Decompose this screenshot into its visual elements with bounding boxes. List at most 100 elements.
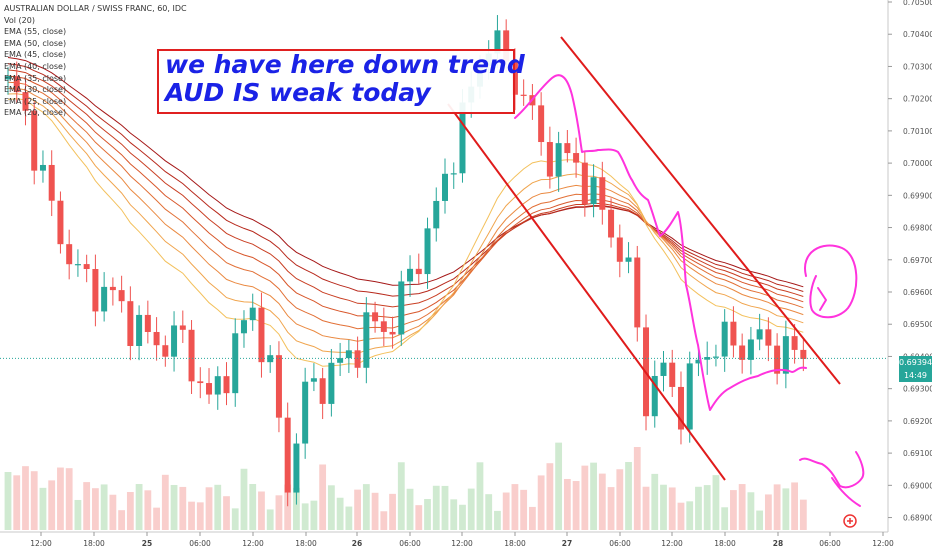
- x-tick-label: 18:00: [295, 539, 317, 548]
- volume-bar: [275, 495, 283, 530]
- volume-bar: [188, 501, 195, 530]
- x-tick-label: 12:00: [661, 539, 683, 548]
- legend-item: EMA (55, close): [4, 27, 67, 37]
- candle-body: [774, 345, 781, 374]
- volume-bar: [319, 464, 327, 530]
- annotation-line-1: we have here down trend: [165, 50, 525, 79]
- candle-body: [433, 200, 440, 229]
- candle-body: [415, 268, 422, 275]
- candle-body: [573, 153, 580, 163]
- volume-bar: [179, 486, 187, 530]
- volume-bar: [476, 462, 484, 530]
- volume-bar: [747, 492, 755, 530]
- ema-line: [7, 75, 804, 319]
- candle-body: [258, 307, 265, 363]
- candle-body: [660, 362, 667, 376]
- x-tick-label: 12:00: [242, 539, 264, 548]
- chart-legend: AUSTRALIAN DOLLAR / SWISS FRANC, 60, IDC…: [4, 3, 187, 119]
- legend-item: EMA (20, close): [4, 108, 67, 118]
- volume-bar: [336, 497, 344, 530]
- volume-bar: [572, 481, 580, 530]
- candle-body: [590, 177, 597, 205]
- volume-bar: [126, 492, 134, 530]
- volume-bar: [730, 490, 737, 530]
- marker-scribble: [799, 451, 865, 507]
- volume-bar: [782, 488, 790, 530]
- volume-bar: [633, 447, 641, 530]
- volume-bar: [161, 474, 169, 530]
- candle-body: [800, 349, 807, 360]
- volume-bar: [467, 488, 475, 530]
- candle-body: [564, 143, 571, 154]
- candle-body: [389, 331, 396, 335]
- candle-body: [74, 264, 81, 266]
- candle-body: [57, 200, 64, 245]
- candle-body: [782, 336, 789, 374]
- y-tick-label: 0.69500: [903, 320, 932, 329]
- candle-body: [380, 321, 387, 332]
- volume-bar: [74, 499, 82, 530]
- volume-bar: [432, 485, 440, 530]
- candle-body: [39, 164, 46, 171]
- candle-body: [442, 173, 448, 201]
- candle-body: [695, 359, 702, 364]
- candle-body: [625, 257, 632, 262]
- candle-body: [206, 383, 213, 395]
- volume-bar: [590, 462, 597, 530]
- x-tick-label: 06:00: [819, 539, 841, 548]
- volume-bar: [65, 468, 73, 530]
- candle-body: [555, 143, 562, 177]
- candle-body: [450, 173, 457, 175]
- candle-body: [136, 314, 143, 346]
- x-tick-label: 27: [562, 539, 572, 548]
- ema-line: [7, 98, 804, 367]
- volume-bar: [441, 485, 449, 530]
- candle-body: [538, 105, 545, 143]
- volume-bar: [555, 442, 563, 530]
- legend-item: EMA (25, close): [4, 96, 67, 106]
- volume-bar: [371, 492, 379, 530]
- y-tick-label: 0.70300: [903, 62, 932, 71]
- volume-bar: [668, 487, 676, 530]
- candle-body: [546, 142, 553, 177]
- volume-bar: [22, 466, 29, 530]
- volume-bar: [30, 471, 38, 530]
- volume-bar: [529, 506, 536, 530]
- candle-body: [22, 92, 29, 111]
- volume-bar: [196, 502, 204, 530]
- volume-bar: [135, 484, 143, 530]
- marker-arrow: [817, 287, 827, 311]
- volume-bar: [214, 484, 222, 530]
- legend-item: EMA (40, close): [4, 61, 67, 71]
- candle-body: [765, 329, 772, 346]
- candle-body: [162, 345, 169, 357]
- marker-circle: [804, 244, 858, 319]
- y-tick-label: 0.69700: [903, 256, 932, 265]
- volume-bar: [48, 480, 56, 530]
- countdown-label: 14:49: [899, 369, 932, 382]
- candle-body: [791, 336, 798, 350]
- y-tick-label: 0.70000: [903, 159, 932, 168]
- last-price-label: 0.69394: [899, 356, 932, 369]
- legend-item: Vol (20): [4, 15, 35, 25]
- x-tick-label: 25: [142, 539, 152, 548]
- annotation-box[interactable]: we have here down trend AUD IS weak toda…: [157, 49, 525, 114]
- volume-bar: [170, 484, 178, 530]
- candle-body: [275, 355, 282, 418]
- candle-body: [337, 358, 344, 363]
- volume-bar: [39, 487, 47, 530]
- volume-bar: [4, 472, 12, 530]
- candle-body: [756, 329, 763, 340]
- volume-bar: [773, 484, 781, 530]
- candle-body: [83, 264, 90, 270]
- x-tick-label: 18:00: [83, 539, 105, 548]
- candle-body: [712, 356, 719, 358]
- ema-line: [7, 63, 804, 297]
- candle-body: [747, 339, 754, 360]
- volume-bar: [83, 482, 91, 530]
- x-tick-label: 06:00: [399, 539, 421, 548]
- volume-bar: [293, 487, 300, 530]
- candle-body: [407, 268, 414, 282]
